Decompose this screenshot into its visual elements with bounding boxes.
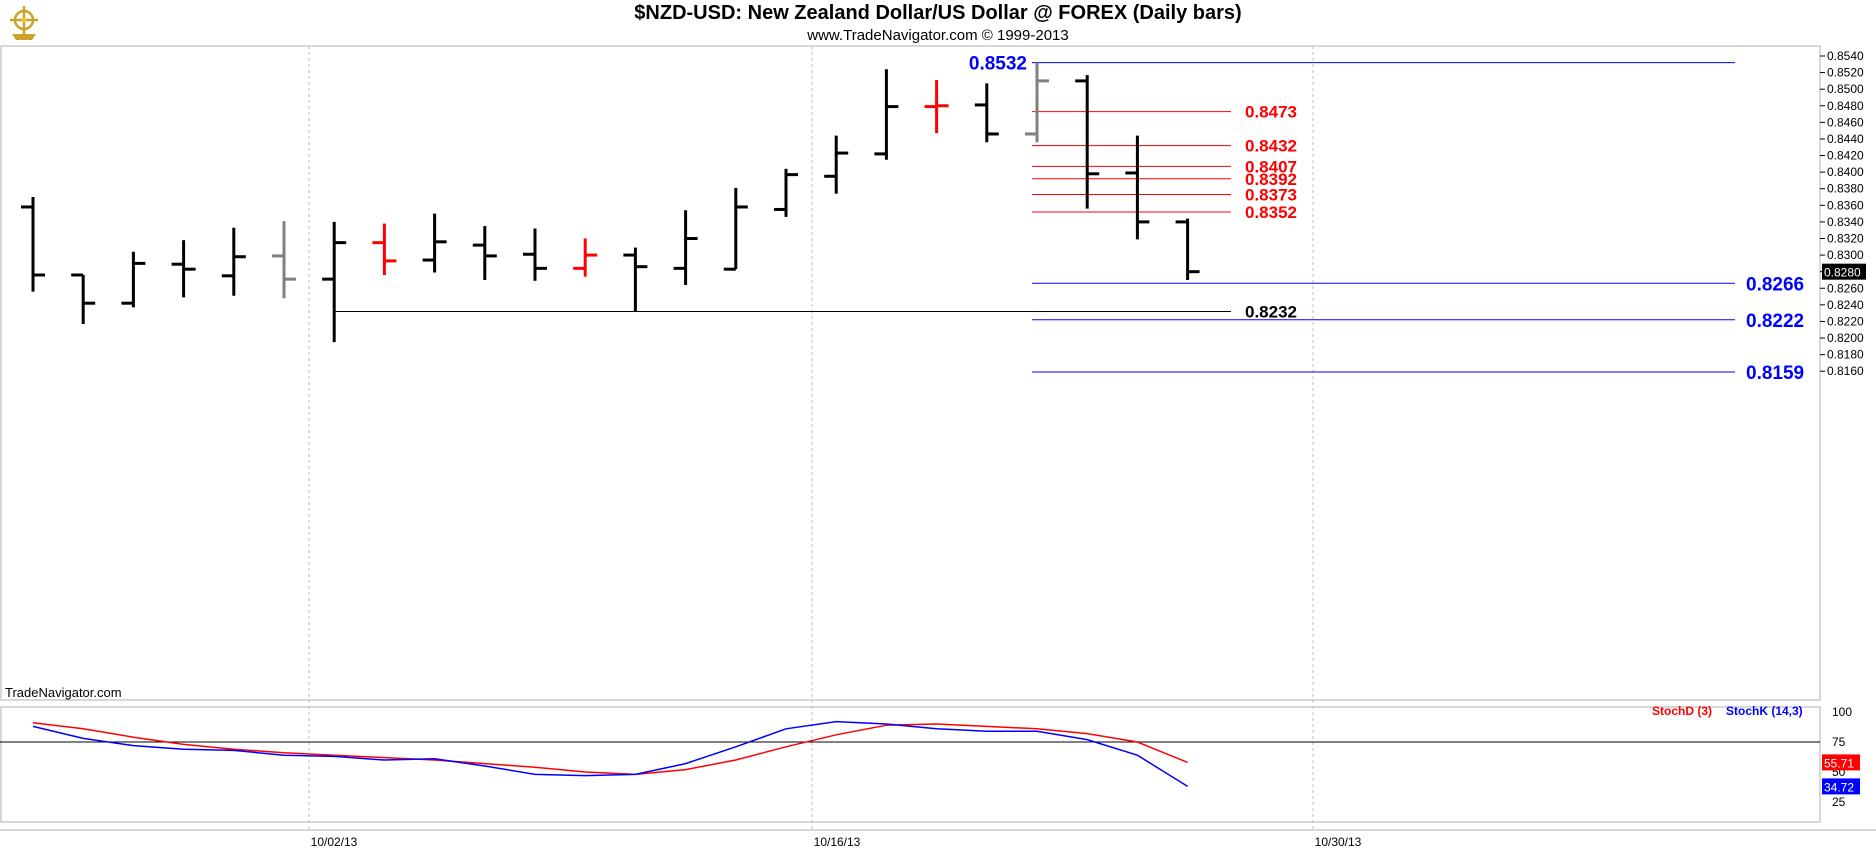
fib-level-label: 0.8352 [1245,203,1297,222]
stochd-value-box [1822,754,1860,771]
stochk-value-box [1822,778,1860,795]
trade-navigator-logo-icon [4,2,44,42]
ohlc-bar [372,223,397,275]
y-tick-label: 0.8340 [1827,215,1864,229]
fib-level-label: 0.8373 [1245,186,1297,205]
fib-level-label: 0.8392 [1245,170,1297,189]
y-tick-label: 0.8240 [1827,298,1864,312]
ohlc-bar [171,240,196,298]
ohlc-bar [1125,135,1150,240]
y-tick-label: 0.8220 [1827,314,1864,328]
ohlc-bar [874,69,899,160]
fib-level-label: 0.8473 [1245,103,1297,122]
watermark-text: TradeNavigator.com [5,685,122,700]
stochk-value: 34.72 [1824,780,1854,794]
stochastic-panel-frame [0,706,1821,823]
ohlc-bar [924,80,949,134]
y-tick-label: 0.8460 [1827,115,1864,129]
y-tick-label: 0.8180 [1827,348,1864,362]
ohlc-bar [824,135,849,194]
y-tick-label: 0.8480 [1827,99,1864,113]
target-level-label: 0.8532 [969,54,1027,75]
support-level-label: 0.8232 [1245,302,1297,321]
y-tick-label: 0.8360 [1827,198,1864,212]
ohlc-bar [121,251,146,308]
ohlc-bar [422,213,447,273]
y-tick-label: 0.8420 [1827,149,1864,163]
ohlc-bar [1025,62,1049,143]
y-tick-label: 0.8500 [1827,82,1864,96]
y-tick-label: 0.8520 [1827,66,1864,80]
ohlc-bar [974,83,999,143]
ohlc-bar [1175,218,1200,280]
ohlc-bar [322,221,347,343]
y-tick-label: 0.8540 [1827,49,1864,63]
ohlc-bar [21,197,45,292]
target-level-label: 0.8266 [1746,274,1804,295]
y-tick-label: 0.8300 [1827,248,1864,262]
y-tick-label: 0.8200 [1827,331,1864,345]
ohlc-bar [723,187,748,271]
y-tick-label: 0.8260 [1827,281,1864,295]
ohlc-bar [1075,75,1100,209]
y-tick-label: 0.8160 [1827,364,1864,378]
price-panel-frame [0,45,1821,701]
y-tick-label: 0.8380 [1827,182,1864,196]
ohlc-bar [523,228,547,281]
y-tick-label: 0.8320 [1827,231,1864,245]
x-tick-label: 10/02/13 [311,835,358,849]
stochd-value: 55.71 [1824,756,1854,770]
stoch-y-tick-label: 25 [1832,795,1846,809]
ohlc-bar [71,273,96,324]
stochd-line [32,722,1188,776]
legend-stochd: StochD (3) [1652,704,1712,718]
stoch-y-tick-label: 75 [1832,735,1846,749]
stochk-line [32,720,1188,788]
ohlc-bar [623,247,648,312]
last-price-label: 0.8280 [1824,266,1861,280]
ohlc-bar [774,168,798,217]
fib-level-label: 0.8407 [1245,157,1297,176]
y-tick-label: 0.8440 [1827,132,1864,146]
legend-stochk: StochK (14,3) [1726,704,1803,718]
ohlc-bar [272,221,296,299]
axes: 10/02/13 10/16/13 10/30/13 0.8540 0.8520 0.85… [311,49,1866,849]
target-level-label: 0.8222 [1746,311,1804,332]
y-tick-label: 0.8400 [1827,165,1864,179]
ohlc-bar [221,227,246,296]
last-price-box [1822,263,1866,280]
x-tick-label: 10/16/13 [814,835,861,849]
ohlc-bar [472,226,497,280]
x-tick-label: 10/30/13 [1315,835,1362,849]
target-level-label: 0.8159 [1746,363,1804,384]
fib-level-label: 0.8432 [1245,137,1297,156]
chart-subtitle: www.TradeNavigator.com © 1999-2013 [807,27,1069,44]
chart-title: $NZD-USD: New Zealand Dollar/US Dollar @… [634,2,1242,24]
chart-header: $NZD-USD: New Zealand Dollar/US Dollar @… [0,0,1876,46]
ohlc-bar [673,210,698,285]
stoch-y-tick-label: 100 [1832,705,1852,719]
chart-grid [0,45,1876,831]
ohlc-bar [573,238,598,277]
